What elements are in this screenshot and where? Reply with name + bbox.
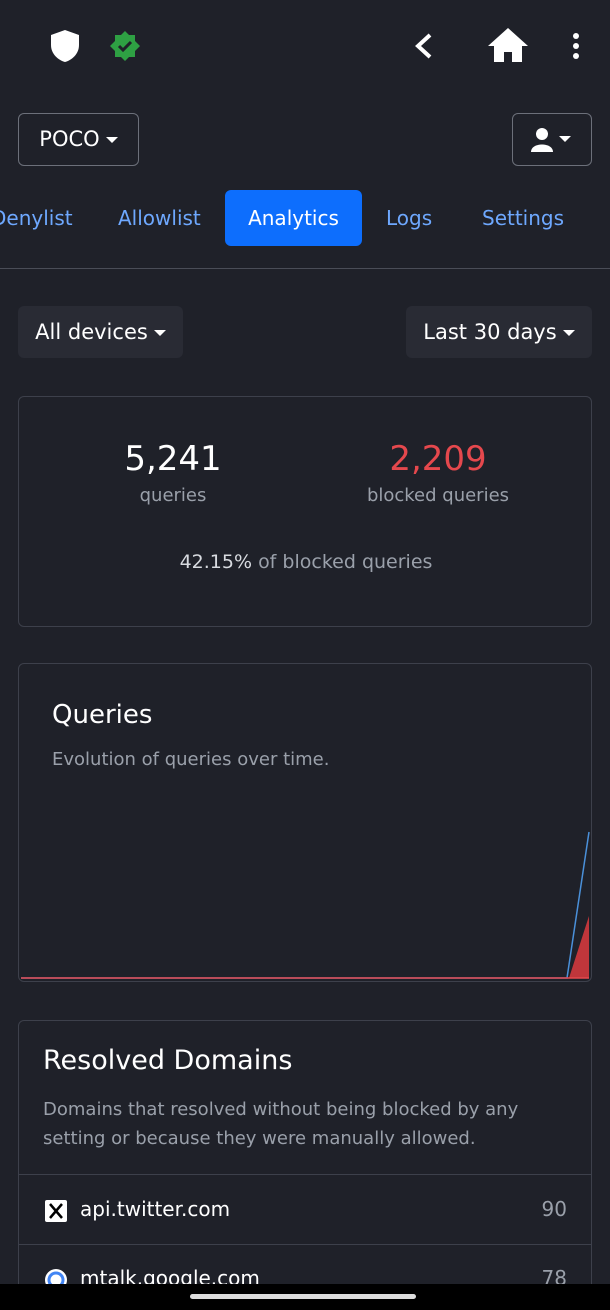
tab[interactable]: Settings (482, 206, 565, 230)
menu-button[interactable] (570, 32, 582, 62)
card-description: Domains that resolved without being bloc… (43, 1099, 519, 1149)
tab[interactable]: Denylist (0, 206, 73, 230)
card-subtitle: Evolution of queries over time. (52, 749, 330, 770)
range-filter[interactable]: Last 30 days (406, 306, 592, 358)
blocked-label: blocked queries (366, 485, 510, 506)
device-dropdown[interactable]: POCO (18, 113, 139, 166)
divider (19, 1244, 591, 1245)
home-button[interactable] (486, 26, 530, 64)
queries-count: 5,241 (124, 439, 222, 479)
percent: 42.15% (179, 551, 253, 573)
domain-count: 90 (541, 1197, 567, 1221)
domain: api.twitter.com (80, 1197, 231, 1221)
filter-label: Last 30 days (423, 320, 557, 344)
percent-label: of blocked queries (258, 551, 433, 573)
domain-icon (45, 1200, 67, 1222)
blocked-area (21, 916, 589, 978)
stats-card: 5,241 queries 2,209 blocked queries 42.1… (18, 396, 592, 627)
nav-bar (0, 1284, 610, 1310)
card-title: Resolved Domains (43, 1045, 293, 1076)
account-dropdown[interactable] (512, 113, 592, 166)
queries-line (21, 831, 590, 979)
blocked-count: 2,209 (389, 439, 487, 479)
devices-filter[interactable]: All devices (18, 306, 183, 358)
filter-label: All devices (35, 320, 148, 344)
back-button[interactable] (412, 32, 436, 60)
active-tab-bg (225, 190, 362, 246)
verified-icon (110, 31, 140, 61)
shield-icon (51, 30, 79, 62)
queries-card: Queries Evolution of queries over time. (18, 663, 592, 982)
card-title: Queries (52, 700, 153, 730)
queries-chart (21, 831, 590, 979)
divider (0, 268, 610, 269)
tab[interactable]: Analytics (248, 206, 339, 230)
home-indicator[interactable] (190, 1294, 416, 1299)
queries-label: queries (139, 485, 207, 506)
percent-line: 42.15% of blocked queries (19, 551, 593, 573)
divider (19, 1174, 591, 1175)
tab[interactable]: Logs (386, 206, 433, 230)
tab[interactable]: Allowlist (118, 206, 201, 230)
user-icon (531, 128, 571, 152)
domains-card: Resolved Domains Domains that resolved w… (18, 1020, 592, 1310)
device-name: POCO (39, 127, 100, 151)
